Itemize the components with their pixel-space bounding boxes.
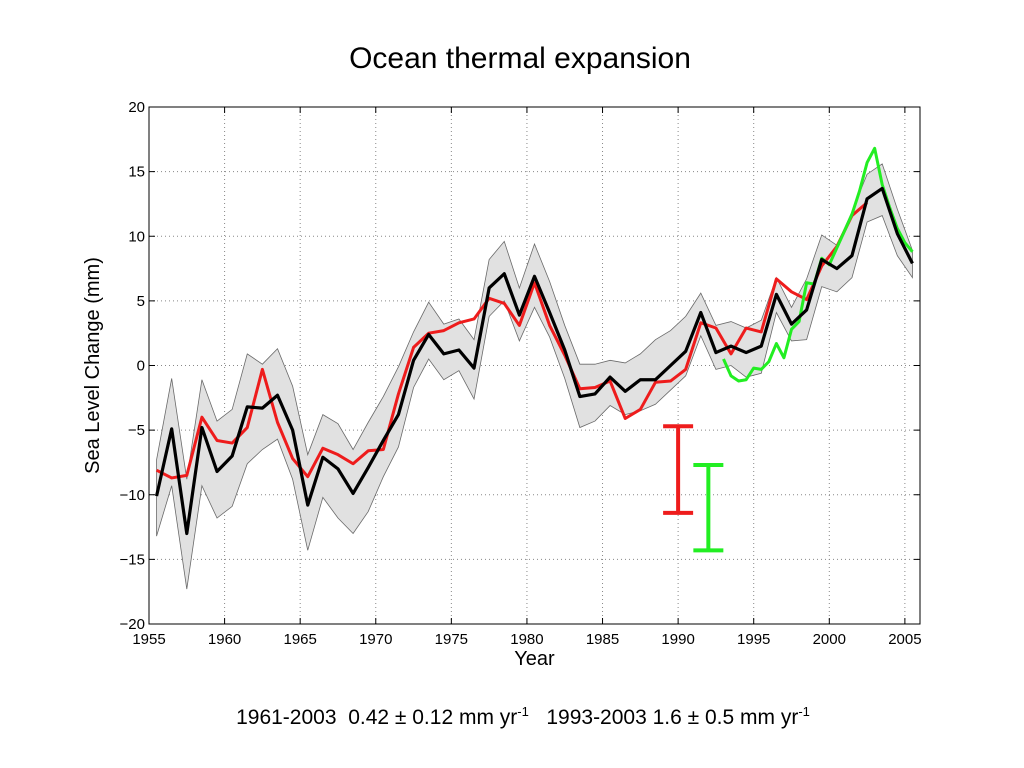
x-tick-label-2000: 2000: [813, 631, 846, 648]
y-tick-label-15: 15: [128, 164, 145, 181]
tick-layer: 1955 1960 1965 1970 1975 1980 1985 1990 1995 2000…: [120, 99, 922, 648]
y-tick-label-20: 20: [128, 99, 145, 116]
y-tick-label--20: −20: [120, 616, 145, 633]
x-tick-label-1975: 1975: [435, 631, 468, 648]
series-line-0: [154, 186, 914, 536]
chart-title: Ocean thermal expansion: [349, 42, 691, 75]
caption-unit-exponent-1: -1: [517, 704, 529, 719]
y-tick-label--15: −15: [120, 551, 145, 568]
caption-trend-1993-2003: 1993-2003 1.6 ± 0.5 mm yr: [528, 706, 799, 729]
series-layer: [154, 146, 914, 536]
trend-caption: 1961-2003 0.42 ± 0.12 mm yr-1 1993-2003 …: [0, 704, 1024, 730]
x-axis-label: Year: [514, 648, 555, 670]
y-tick-label--10: −10: [120, 487, 145, 504]
series-line-1: [155, 201, 869, 480]
x-tick-label-1960: 1960: [208, 631, 241, 648]
caption-unit-exponent-2: -1: [798, 704, 810, 719]
y-tick-label-5: 5: [137, 293, 145, 310]
y-tick-label-10: 10: [128, 228, 145, 245]
error-bar-0: [663, 424, 694, 515]
x-tick-label-2005: 2005: [888, 631, 921, 648]
error-bar-layer: [663, 424, 724, 553]
y-axis-label: Sea Level Change (mm): [82, 257, 104, 474]
y-tick-label-0: 0: [137, 358, 145, 375]
error-bar-1: [693, 463, 724, 553]
x-tick-label-1985: 1985: [586, 631, 619, 648]
y-tick-label--5: −5: [128, 422, 145, 439]
x-tick-label-1980: 1980: [510, 631, 543, 648]
x-tick-label-1995: 1995: [737, 631, 770, 648]
x-tick-label-1965: 1965: [283, 631, 316, 648]
x-tick-label-1955: 1955: [132, 631, 165, 648]
caption-trend-1961-2003: 1961-2003 0.42 ± 0.12 mm yr: [236, 706, 518, 729]
x-tick-label-1990: 1990: [661, 631, 694, 648]
x-tick-label-1970: 1970: [359, 631, 392, 648]
